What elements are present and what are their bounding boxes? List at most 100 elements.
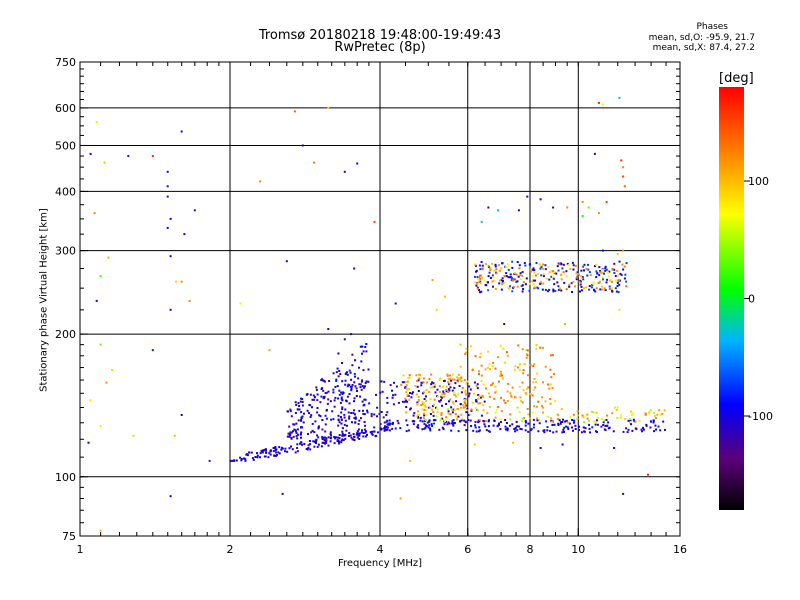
data-point bbox=[629, 419, 632, 422]
data-point bbox=[565, 288, 568, 291]
data-point bbox=[365, 343, 368, 345]
data-point bbox=[421, 381, 424, 384]
data-point bbox=[325, 439, 328, 442]
data-point bbox=[440, 412, 443, 415]
data-point bbox=[478, 281, 481, 284]
data-point bbox=[431, 408, 434, 411]
data-point bbox=[439, 419, 442, 422]
data-point bbox=[386, 426, 389, 429]
data-point bbox=[300, 416, 303, 419]
data-point bbox=[350, 333, 353, 336]
data-point bbox=[604, 424, 607, 427]
data-point bbox=[347, 411, 350, 414]
data-point bbox=[579, 280, 582, 283]
data-point bbox=[354, 385, 357, 388]
data-point bbox=[465, 382, 468, 385]
data-point bbox=[483, 423, 486, 426]
data-point bbox=[511, 260, 514, 263]
data-point bbox=[501, 377, 504, 380]
data-point bbox=[340, 441, 343, 444]
data-point bbox=[382, 416, 385, 419]
data-point bbox=[480, 290, 483, 293]
data-point bbox=[601, 276, 604, 279]
data-point bbox=[440, 396, 443, 399]
data-point bbox=[300, 431, 303, 434]
data-point bbox=[659, 413, 662, 416]
data-point bbox=[422, 417, 425, 420]
data-point bbox=[256, 454, 259, 457]
data-point bbox=[317, 443, 320, 446]
data-point bbox=[132, 434, 135, 437]
data-point bbox=[429, 429, 432, 432]
data-point bbox=[371, 430, 374, 433]
data-point bbox=[285, 260, 288, 263]
data-point bbox=[616, 274, 619, 277]
data-point bbox=[485, 284, 488, 287]
data-point bbox=[289, 433, 292, 436]
data-point bbox=[180, 414, 183, 416]
data-point bbox=[436, 395, 439, 398]
data-point bbox=[548, 278, 551, 281]
data-point bbox=[443, 295, 446, 298]
data-point bbox=[505, 351, 508, 354]
data-point bbox=[289, 410, 292, 413]
data-point bbox=[337, 424, 340, 427]
data-point bbox=[432, 421, 435, 424]
data-point bbox=[327, 398, 330, 401]
data-point bbox=[343, 338, 346, 341]
data-point bbox=[325, 409, 328, 412]
data-point bbox=[491, 274, 494, 277]
data-point bbox=[340, 396, 343, 399]
data-point bbox=[534, 274, 537, 277]
data-point bbox=[487, 275, 490, 278]
data-point bbox=[429, 406, 432, 409]
data-point bbox=[392, 421, 394, 424]
data-point bbox=[648, 412, 651, 415]
data-point bbox=[549, 429, 551, 432]
data-point bbox=[514, 426, 517, 429]
data-point bbox=[341, 380, 344, 383]
data-point bbox=[611, 289, 614, 292]
data-point bbox=[474, 355, 477, 358]
data-point bbox=[470, 408, 473, 411]
data-point bbox=[583, 421, 586, 423]
data-point bbox=[578, 425, 581, 428]
data-point bbox=[521, 274, 524, 277]
data-point bbox=[494, 287, 497, 290]
data-point bbox=[555, 272, 558, 275]
data-point bbox=[511, 290, 514, 293]
data-point bbox=[406, 380, 409, 383]
data-point bbox=[300, 397, 302, 400]
data-point bbox=[351, 384, 354, 386]
data-point bbox=[243, 457, 246, 460]
data-point bbox=[599, 288, 602, 291]
data-point bbox=[477, 419, 480, 422]
data-point bbox=[450, 379, 452, 382]
data-point bbox=[572, 429, 574, 432]
data-point bbox=[353, 400, 355, 403]
data-point bbox=[365, 350, 368, 353]
data-point bbox=[353, 435, 356, 438]
data-point bbox=[500, 288, 503, 291]
data-point bbox=[296, 447, 299, 449]
data-point bbox=[597, 281, 600, 284]
data-point bbox=[505, 422, 508, 424]
data-point bbox=[527, 422, 530, 425]
data-point bbox=[465, 347, 468, 350]
data-point bbox=[521, 348, 524, 351]
data-point bbox=[449, 413, 452, 416]
data-point bbox=[252, 458, 255, 461]
data-point bbox=[424, 406, 427, 409]
data-point bbox=[644, 413, 647, 416]
data-point bbox=[481, 268, 484, 271]
data-point bbox=[352, 412, 355, 415]
data-point bbox=[261, 451, 264, 454]
data-point bbox=[498, 269, 501, 272]
data-point bbox=[519, 278, 522, 281]
data-point bbox=[507, 268, 510, 271]
data-point bbox=[308, 404, 311, 406]
data-point bbox=[625, 427, 628, 430]
data-point bbox=[532, 426, 535, 429]
data-point bbox=[343, 170, 346, 173]
data-point bbox=[514, 430, 517, 433]
